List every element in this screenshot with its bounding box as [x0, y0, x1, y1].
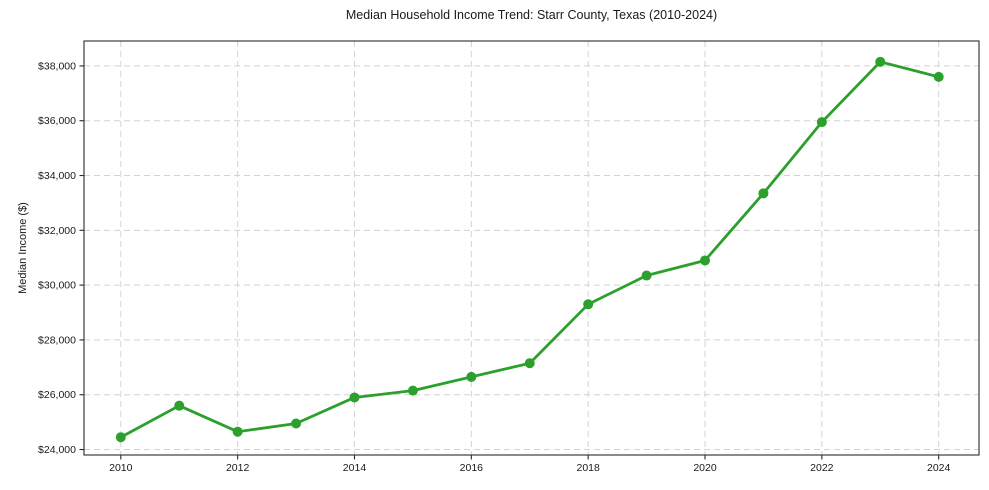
- data-point-2019: [641, 270, 652, 281]
- data-point-2020: [700, 255, 711, 266]
- x-tick-label: 2012: [226, 462, 250, 474]
- y-tick-label: $34,000: [38, 170, 76, 182]
- y-tick-label: $36,000: [38, 115, 76, 127]
- y-tick-label: $26,000: [38, 389, 76, 401]
- y-tick-label: $24,000: [38, 444, 76, 456]
- data-point-2021: [758, 188, 769, 199]
- y-tick-label: $30,000: [38, 280, 76, 292]
- x-tick-label: 2014: [343, 462, 367, 474]
- x-tick-label: 2016: [460, 462, 484, 474]
- data-point-2013: [291, 418, 302, 429]
- x-tick-label: 2018: [576, 462, 600, 474]
- y-axis-label: Median Income ($): [17, 202, 29, 294]
- x-tick-label: 2020: [693, 462, 717, 474]
- data-point-2023: [875, 56, 886, 67]
- y-tick-label: $32,000: [38, 225, 76, 237]
- x-tick-label: 2022: [810, 462, 834, 474]
- data-point-2015: [407, 385, 418, 396]
- chart-title: Median Household Income Trend: Starr Cou…: [345, 8, 718, 22]
- trend-line: [119, 60, 941, 439]
- y-tick-label: $28,000: [38, 334, 76, 346]
- x-tick-label: 2010: [109, 462, 133, 474]
- data-point-2010: [115, 432, 126, 443]
- data-point-2016: [466, 371, 477, 382]
- data-point-2014: [349, 392, 360, 403]
- data-point-2012: [232, 426, 243, 437]
- y-tick-label: $38,000: [38, 60, 76, 72]
- data-point-2011: [174, 400, 185, 411]
- x-tick-label: 2024: [927, 462, 951, 474]
- plot-border: [83, 40, 980, 456]
- data-point-2017: [524, 358, 535, 369]
- data-point-2018: [583, 299, 594, 310]
- data-point-2024: [933, 71, 944, 82]
- data-point-2022: [816, 117, 827, 128]
